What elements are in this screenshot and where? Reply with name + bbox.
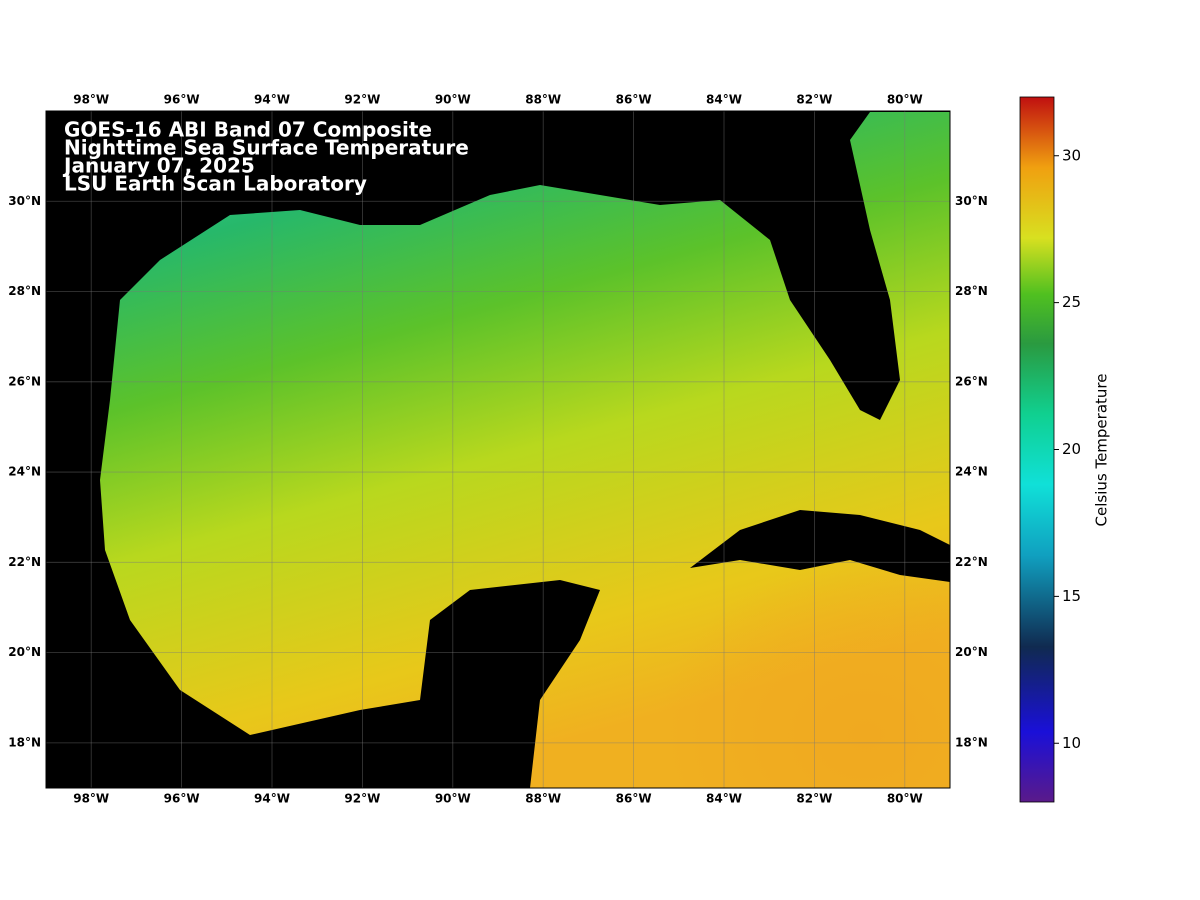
- colorbar: [1019, 96, 1055, 803]
- lon-tick-label: 80°W: [887, 792, 923, 806]
- lat-tick-label: 20°N: [8, 645, 41, 659]
- lon-tick-label: 82°W: [796, 792, 832, 806]
- title-line: January 07, 2025: [62, 154, 255, 178]
- lon-tick-label: 86°W: [616, 792, 652, 806]
- colorbar-tick-label: 20: [1062, 440, 1081, 458]
- title: GOES-16 ABI Band 07 Composite Nighttime …: [62, 118, 469, 196]
- colorbar-tick-label: 30: [1062, 146, 1081, 164]
- lon-tick-label: 84°W: [706, 792, 742, 806]
- lon-tick-label: 92°W: [344, 93, 380, 107]
- cuba: [690, 510, 950, 582]
- lat-tick-label: 20°N: [955, 645, 988, 659]
- lat-tick-label: 28°N: [8, 284, 41, 298]
- lon-tick-label: 90°W: [435, 93, 471, 107]
- lat-tick-label: 24°N: [955, 465, 988, 479]
- colorbar-tick-label: 25: [1062, 293, 1081, 311]
- lon-tick-label: 88°W: [525, 93, 561, 107]
- title-line: GOES-16 ABI Band 07 Composite: [64, 118, 432, 142]
- lon-tick-label: 88°W: [525, 792, 561, 806]
- title-line: Nighttime Sea Surface Temperature: [64, 136, 469, 160]
- title-line: LSU Earth Scan Laboratory: [64, 172, 367, 196]
- graticule: [46, 111, 950, 788]
- colorbar-label: Celsius Temperature: [1093, 374, 1111, 527]
- lon-tick-label: 96°W: [164, 792, 200, 806]
- lon-tick-label: 94°W: [254, 93, 290, 107]
- lon-tick-label: 82°W: [796, 93, 832, 107]
- colorbar-tick-label: 15: [1062, 587, 1081, 605]
- lat-tick-label: 30°N: [8, 194, 41, 208]
- lat-tick-label: 30°N: [955, 194, 988, 208]
- map: [46, 111, 950, 788]
- colorbar-tick-label: 10: [1062, 734, 1081, 752]
- lat-tick-label: 26°N: [955, 374, 988, 388]
- lon-tick-label: 86°W: [616, 93, 652, 107]
- lat-tick-label: 18°N: [8, 735, 41, 749]
- lat-tick-label: 22°N: [8, 555, 41, 569]
- lon-tick-label: 80°W: [887, 93, 923, 107]
- lat-tick-label: 22°N: [955, 555, 988, 569]
- lon-tick-label: 98°W: [73, 792, 109, 806]
- lon-tick-label: 96°W: [164, 93, 200, 107]
- lat-tick-label: 26°N: [8, 374, 41, 388]
- lon-tick-label: 84°W: [706, 93, 742, 107]
- lat-tick-label: 18°N: [955, 735, 988, 749]
- lat-tick-label: 28°N: [955, 284, 988, 298]
- lon-tick-label: 92°W: [344, 792, 380, 806]
- lat-tick-label: 24°N: [8, 465, 41, 479]
- lon-tick-label: 90°W: [435, 792, 471, 806]
- map-frame: [45, 110, 951, 789]
- lon-tick-label: 98°W: [73, 93, 109, 107]
- warm-water: [530, 440, 950, 788]
- lon-tick-label: 94°W: [254, 792, 290, 806]
